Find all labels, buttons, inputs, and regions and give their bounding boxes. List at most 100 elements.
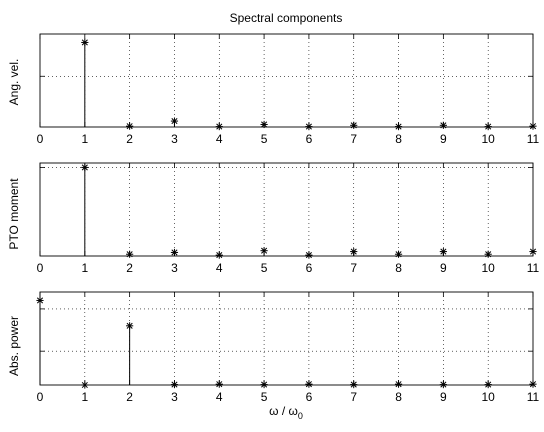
pto-moment-marker-5-stroke-3: [305, 252, 312, 259]
pto-moment-marker-6: [350, 247, 358, 256]
ang-vel-marker-10-stroke-3: [529, 123, 537, 130]
abs-power-marker-8-stroke-3: [395, 381, 402, 388]
pto-moment-marker-8: [439, 247, 447, 256]
ang-vel-marker-8-stroke-3: [440, 122, 447, 129]
abs-power-marker-5: [260, 380, 268, 389]
panel-pto-moment: PTO moment 0 1 2 3 4 5 6 7 8 9 10 11: [7, 162, 540, 275]
pto-moment-xtick-label-9: 9: [440, 261, 447, 275]
pto-moment-xtick-label-3: 3: [171, 261, 178, 275]
ang-vel-marker-5-stroke-3: [305, 123, 312, 130]
abs-power-marker-2-stroke-3: [126, 322, 133, 329]
ang-vel-marker-9-stroke-3: [485, 123, 492, 130]
pto-moment-marker-10: [529, 247, 537, 256]
ang-vel-marker-1: [126, 122, 134, 130]
abs-power-xtick-label-8: 8: [395, 390, 402, 404]
x-axis-label-sub: 0: [298, 411, 303, 421]
pto-moment-xtick-label-6: 6: [306, 261, 313, 275]
pto-moment-xtick-label-1: 1: [81, 261, 88, 275]
abs-power-xtick-label-10: 10: [482, 390, 496, 404]
pto-moment-xtick-label-2: 2: [126, 261, 133, 275]
abs-power-marker-9-stroke-3: [440, 381, 447, 388]
ang-vel-xtick-label-11: 11: [527, 132, 540, 146]
abs-power-marker-10: [484, 380, 492, 389]
ang-vel-marker-0-stroke-3: [81, 39, 88, 46]
abs-power-marker-6: [305, 380, 313, 388]
ang-vel-xtick-label-4: 4: [216, 132, 223, 146]
ang-vel-xtick-label-6: 6: [306, 132, 313, 146]
ang-vel-marker-1-stroke-3: [126, 123, 133, 130]
abs-power-marker-11: [529, 380, 537, 388]
abs-power-xtick-label-5: 5: [261, 390, 268, 404]
abs-power-marker-0-stroke-3: [36, 297, 44, 304]
pto-moment-marker-4-stroke-3: [261, 247, 268, 254]
ang-vel-marker-6-stroke-3: [350, 122, 357, 129]
pto-moment-marker-2-stroke-3: [171, 249, 178, 256]
ylabel-abs-power: Abs. power: [7, 316, 21, 376]
ang-vel-xtick-label-5: 5: [261, 132, 268, 146]
ang-vel-marker-3-stroke-3: [216, 123, 223, 130]
ang-vel-marker-9: [484, 122, 492, 131]
ang-vel-xtick-label-2: 2: [126, 132, 133, 146]
pto-moment-marker-5: [305, 251, 313, 259]
pto-moment-xtick-label-10: 10: [482, 261, 496, 275]
pto-moment-xtick-label-5: 5: [261, 261, 268, 275]
pto-moment-marker-1: [126, 250, 134, 258]
abs-power-marker-2: [126, 322, 134, 330]
pto-moment-marker-1-stroke-3: [126, 251, 133, 258]
ang-vel-marker-8: [439, 121, 447, 129]
ang-vel-xtick-label-7: 7: [350, 132, 357, 146]
abs-power-marker-9: [439, 380, 447, 389]
abs-power-xtick-label-9: 9: [440, 390, 447, 404]
pto-moment-marker-6-stroke-3: [350, 248, 357, 255]
pto-moment-marker-7: [394, 250, 403, 258]
ang-vel-xtick-label-1: 1: [81, 132, 88, 146]
abs-power-axes-box: [39, 291, 534, 386]
pto-moment-marker-9: [484, 250, 492, 258]
abs-power-xtick-label-4: 4: [216, 390, 223, 404]
abs-power-marker-7: [350, 380, 358, 389]
abs-power-xtick-label-0: 0: [37, 390, 44, 404]
ang-vel-marker-2-stroke-3: [171, 118, 178, 125]
figure-title: Spectral components: [230, 11, 343, 25]
abs-power-marker-4-stroke-3: [216, 381, 223, 388]
ang-vel-axes-box: [39, 33, 534, 128]
abs-power-xtick-label-3: 3: [171, 390, 178, 404]
pto-moment-marker-8-stroke-3: [440, 248, 447, 255]
x-axis-label: ω / ω0: [269, 404, 303, 421]
abs-power-marker-0: [36, 296, 44, 305]
panel-ang-vel: Ang. vel. 0 1 2 3 4 5 6 7 8 9 10 11: [7, 33, 540, 146]
ang-vel-marker-10: [529, 122, 537, 130]
ang-vel-xtick-label-10: 10: [482, 132, 496, 146]
ang-vel-marker-7: [394, 122, 403, 131]
pto-moment-xtick-label-8: 8: [395, 261, 402, 275]
pto-moment-marker-9-stroke-3: [485, 251, 492, 258]
ang-vel-xtick-label-8: 8: [395, 132, 402, 146]
abs-power-marker-3: [170, 380, 179, 389]
pto-moment-marker-7-stroke-3: [395, 251, 402, 258]
abs-power-xtick-label-11: 11: [527, 390, 540, 404]
abs-power-marker-7-stroke-3: [350, 381, 357, 388]
ang-vel-marker-3: [215, 122, 223, 131]
pto-moment-marker-3-stroke-3: [216, 252, 223, 259]
abs-power-xtick-label-2: 2: [126, 390, 133, 404]
ang-vel-xtick-label-3: 3: [171, 132, 178, 146]
ylabel-pto-moment: PTO moment: [7, 178, 21, 250]
pto-moment-marker-2: [170, 248, 179, 257]
ang-vel-marker-4-stroke-3: [261, 121, 268, 128]
pto-moment-marker-10-stroke-3: [529, 248, 537, 255]
panel-abs-power: Abs. power 0 1 2 3 4 5 6 7 8 9 10 11: [7, 291, 540, 404]
abs-power-marker-10-stroke-3: [485, 381, 492, 388]
pto-moment-axes-box: [39, 162, 534, 257]
abs-power-marker-1-stroke-3: [81, 381, 88, 389]
abs-power-marker-3-stroke-3: [171, 381, 178, 388]
pto-moment-xtick-label-0: 0: [37, 261, 44, 275]
ang-vel-marker-2: [170, 117, 179, 125]
pto-moment-xtick-label-11: 11: [527, 261, 540, 275]
x-axis-label-main: ω / ω: [269, 404, 298, 418]
abs-power-marker-11-stroke-3: [529, 381, 537, 388]
abs-power-marker-4: [215, 380, 223, 388]
pto-moment-marker-0: [81, 163, 89, 172]
ylabel-ang-vel: Ang. vel.: [7, 59, 21, 106]
ang-vel-marker-4: [260, 120, 268, 129]
ang-vel-xtick-label-9: 9: [440, 132, 447, 146]
